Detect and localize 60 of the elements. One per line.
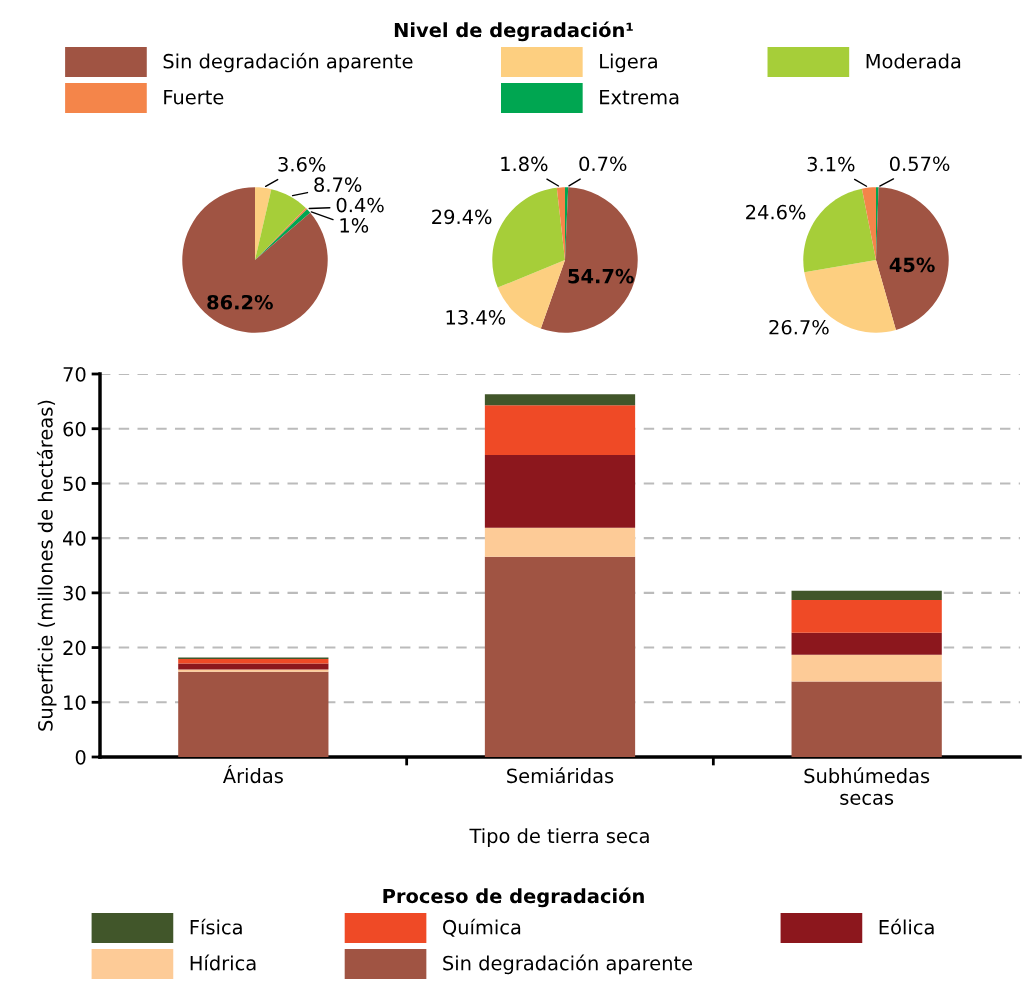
bar	[791, 590, 942, 600]
legend-label: Sin degradación aparente	[163, 52, 413, 73]
pie-slice	[255, 189, 306, 260]
pie-slice	[540, 187, 638, 333]
x-tick-label: Áridas	[222, 764, 283, 784]
pie-slice	[255, 187, 272, 260]
y-tick-label: 30	[63, 585, 86, 601]
bar	[484, 405, 636, 455]
bar	[791, 632, 942, 655]
bar	[484, 527, 636, 557]
data-label: 45%	[889, 257, 935, 273]
y-tick-label: 10	[64, 695, 86, 710]
bar	[484, 556, 636, 757]
data-label: 29.4%	[432, 209, 492, 225]
data-label: 0.57%	[889, 156, 950, 172]
data-label: 86.2%	[207, 294, 273, 310]
legend-label: Física	[190, 918, 242, 935]
data-label: 1.8%	[501, 156, 548, 172]
x-tick-label: Subhúmedas secas	[804, 767, 930, 805]
bar	[484, 454, 636, 528]
data-label: 1%	[340, 218, 369, 233]
pie-slice	[492, 187, 565, 288]
y-tick-label: 50	[63, 476, 86, 492]
bar	[791, 599, 942, 633]
data-label: 26.7%	[769, 319, 829, 335]
legend-label: Moderada	[866, 53, 961, 69]
bar	[178, 669, 329, 672]
y-tick-label: 70	[63, 366, 86, 382]
data-label: 3.1%	[807, 156, 855, 172]
legend-label: Hídrica	[190, 954, 256, 971]
legend-label: Química	[443, 918, 521, 937]
data-label: 54.7%	[568, 268, 634, 284]
x-axis-title: Tipo de tierra seca	[469, 828, 649, 847]
bar	[178, 659, 329, 664]
bar	[791, 681, 942, 757]
bar	[791, 654, 942, 682]
legend-label: Fuerte	[164, 89, 224, 105]
data-label: 0.7%	[579, 156, 627, 172]
y-axis-title: Superficie (millones de hectáreas)	[36, 400, 57, 731]
legend-title: Nivel de degradación¹	[394, 21, 633, 42]
data-label: 0.4%	[336, 197, 384, 213]
legend-label: Extrema	[600, 89, 679, 105]
legend-label: Eólica	[879, 918, 934, 935]
bar	[178, 663, 329, 670]
y-tick-label: 0	[75, 749, 86, 765]
y-tick-label: 20	[63, 640, 86, 656]
legend-label: Sin degradación aparente	[443, 954, 693, 975]
data-label: 3.6%	[278, 156, 326, 172]
legend-label: Ligera	[600, 53, 657, 73]
y-tick-label: 40	[63, 531, 86, 546]
pie-slice	[861, 187, 876, 260]
bar	[178, 671, 329, 757]
y-tick-label: 60	[63, 421, 86, 437]
x-tick-label: Semiáridas	[507, 767, 614, 784]
legend-title: Proceso de degradación	[383, 887, 644, 908]
data-label: 24.6%	[746, 204, 806, 220]
pie-slice	[876, 187, 949, 330]
data-label: 8.7%	[314, 177, 362, 193]
data-label: 13.4%	[446, 309, 506, 325]
bar	[484, 394, 636, 406]
